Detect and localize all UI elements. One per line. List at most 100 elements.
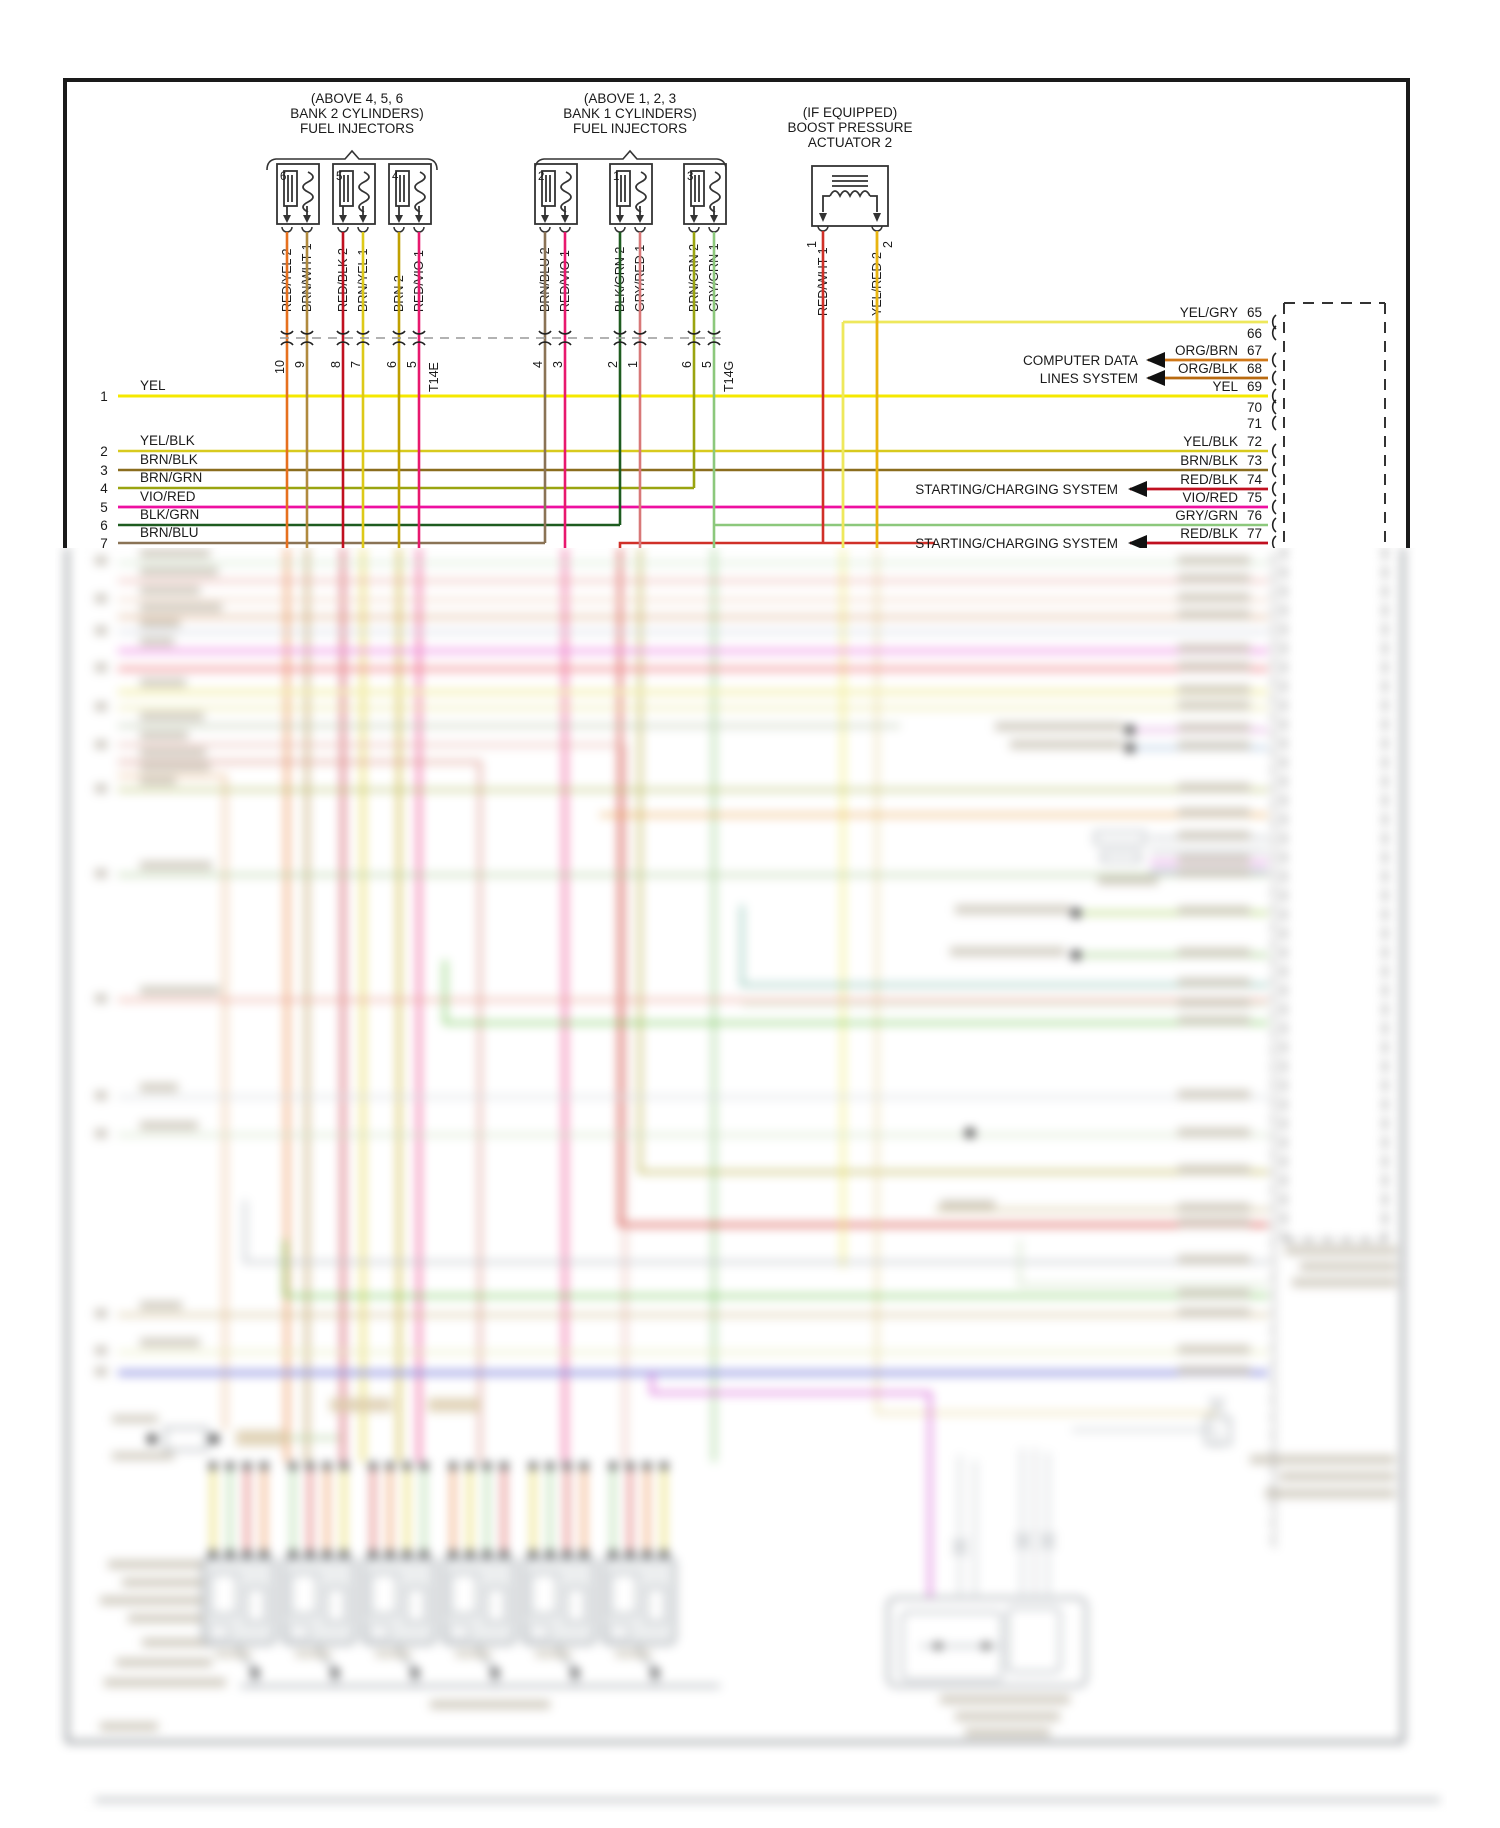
- blurred-coil-circuit: [521, 1462, 597, 1686]
- injector-1-symbol: 1: [609, 163, 653, 225]
- connector-pin-numbers: 10 9 8 7 6 5 T14E 4 3 2 1 6 5 T14G 1 2: [273, 241, 895, 392]
- left-row-number: 5: [100, 500, 108, 515]
- header-line: BOOST PRESSURE: [787, 120, 912, 135]
- injector-number: 1: [613, 171, 619, 183]
- arrow-left-icon: [1146, 352, 1165, 368]
- blurred-text-blobs: [95, 549, 1397, 1498]
- injector-3-symbol: 3: [683, 163, 727, 225]
- blurred-coil-circuit: [201, 1462, 277, 1686]
- injector-5-symbol: 5: [332, 163, 376, 225]
- pin-num: 75: [1247, 490, 1262, 505]
- header-line: FUEL INJECTORS: [573, 121, 687, 136]
- pin-label: YEL: [1212, 379, 1238, 394]
- bank2-brace: [266, 149, 438, 171]
- pin-number: 3: [551, 361, 565, 368]
- left-row-label: BLK/GRN: [140, 507, 199, 522]
- pin-num: 65: [1247, 305, 1262, 320]
- connector-name: T14E: [427, 362, 441, 392]
- control-module-dashed-box: [1283, 302, 1386, 556]
- left-row-number: 1: [100, 389, 108, 404]
- pin-number: 10: [273, 360, 287, 374]
- pin-num: 66: [1247, 326, 1262, 341]
- system-callouts: COMPUTER DATA LINES SYSTEM STARTING/CHAR…: [915, 352, 1165, 551]
- blurred-coil-circuit: [601, 1462, 677, 1686]
- blurred-ground-bus: [240, 1684, 720, 1709]
- blurred-coil-circuits: [201, 1462, 677, 1686]
- right-pin-brackets: [1271, 314, 1277, 551]
- pin-num: 69: [1247, 379, 1262, 394]
- blurred-pin-brackets: [1271, 552, 1277, 1548]
- wire-labels: RED/YEL 2 BRN/WHT 1 RED/BLK 2 BRN/YEL 1 …: [280, 243, 884, 316]
- header-line: (ABOVE 4, 5, 6: [311, 91, 403, 106]
- pin-number: 8: [329, 361, 343, 368]
- injector-2-symbol: 2: [534, 163, 578, 225]
- header-line: FUEL INJECTORS: [300, 121, 414, 136]
- header-line: BANK 1 CYLINDERS): [563, 106, 697, 121]
- blurred-coil-circuit: [361, 1462, 437, 1686]
- header-line: ACTUATOR 2: [808, 135, 892, 150]
- blurred-dashed-module-box: [1283, 548, 1386, 1241]
- pin-label: ORG/BLK: [1178, 361, 1238, 376]
- pin-number: 6: [385, 361, 399, 368]
- pin-number: 9: [293, 361, 307, 368]
- left-row-label: BRN/GRN: [140, 470, 202, 485]
- pin-num: 77: [1247, 526, 1262, 541]
- left-circuit-labels: 1 YEL 2 YEL/BLK 3 BRN/BLK 4 BRN/GRN 5 VI…: [100, 378, 202, 551]
- pin-number: 7: [349, 361, 363, 368]
- blurred-coil-circuit: [281, 1462, 357, 1686]
- left-row-number: 2: [100, 444, 108, 459]
- pin-label: BRN/BLK: [1180, 453, 1238, 468]
- injector-number: 6: [280, 171, 286, 183]
- pin-number: 6: [680, 361, 694, 368]
- injector-number: 4: [392, 171, 399, 183]
- blurred-diagram-region: [55, 548, 1447, 1812]
- boost-actuator-header: (IF EQUIPPED) BOOST PRESSURE ACTUATOR 2: [787, 105, 912, 150]
- horizontal-circuit-rows: [118, 320, 1268, 556]
- header-line: (ABOVE 1, 2, 3: [584, 91, 676, 106]
- callout-computer-data: COMPUTER DATA: [1023, 353, 1138, 368]
- callout-lines-system: LINES SYSTEM: [1040, 371, 1138, 386]
- left-row-number: 3: [100, 463, 108, 478]
- pin-number: 2: [606, 361, 620, 368]
- vertical-wires: [285, 231, 879, 556]
- left-row-label: YEL: [140, 378, 166, 393]
- pin-number: 5: [700, 361, 714, 368]
- fuel-injector-symbols: 6 5 4 2: [276, 163, 727, 225]
- arrow-left-icon: [1146, 370, 1165, 386]
- left-row-label: YEL/BLK: [140, 433, 195, 448]
- bank1-brace: [534, 149, 727, 171]
- blurred-right-rows: [243, 728, 1268, 1598]
- header-line: BANK 2 CYLINDERS): [290, 106, 424, 121]
- blurred-page-border: [65, 548, 1405, 1744]
- left-row-number: 7: [100, 536, 108, 551]
- blurred-lower-svg: [55, 548, 1447, 1812]
- header-line: (IF EQUIPPED): [803, 105, 898, 120]
- boost-pin-1: 1: [805, 241, 819, 248]
- injector-number: 2: [538, 171, 544, 183]
- blurred-vertical-wires: [285, 548, 1268, 1462]
- injector-number: 3: [687, 171, 693, 183]
- pin-label: YEL/GRY: [1180, 305, 1238, 320]
- pin-num: 71: [1247, 416, 1262, 431]
- pin-number: 1: [626, 361, 640, 368]
- blurred-bottom-right-module: [886, 1397, 1231, 1737]
- pin-label: YEL/BLK: [1183, 434, 1238, 449]
- connector-name: T14G: [722, 361, 736, 392]
- pin-num: 74: [1247, 472, 1263, 487]
- inline-connectors: 10 9 8 7 6 5 T14E 4 3 2 1 6 5 T14G 1 2: [273, 241, 895, 392]
- pin-label: VIO/RED: [1182, 490, 1238, 505]
- right-pin-column: YEL/GRY 65 66 ORG/BRN 67 ORG/BLK 68 YEL …: [1175, 302, 1386, 556]
- connector-symbols: [280, 330, 721, 346]
- blurred-left-rows: [118, 561, 1268, 1462]
- pin-label: ORG/BRN: [1175, 343, 1238, 358]
- left-row-number: 4: [100, 481, 108, 496]
- pin-num: 67: [1247, 343, 1262, 358]
- left-row-number: 6: [100, 518, 108, 533]
- bank2-injectors-header: (ABOVE 4, 5, 6 BANK 2 CYLINDERS) FUEL IN…: [290, 91, 424, 136]
- bank1-injectors-header: (ABOVE 1, 2, 3 BANK 1 CYLINDERS) FUEL IN…: [563, 91, 697, 136]
- injector-number: 5: [336, 171, 342, 183]
- pin-label: RED/BLK: [1180, 526, 1238, 541]
- pin-num: 73: [1247, 453, 1262, 468]
